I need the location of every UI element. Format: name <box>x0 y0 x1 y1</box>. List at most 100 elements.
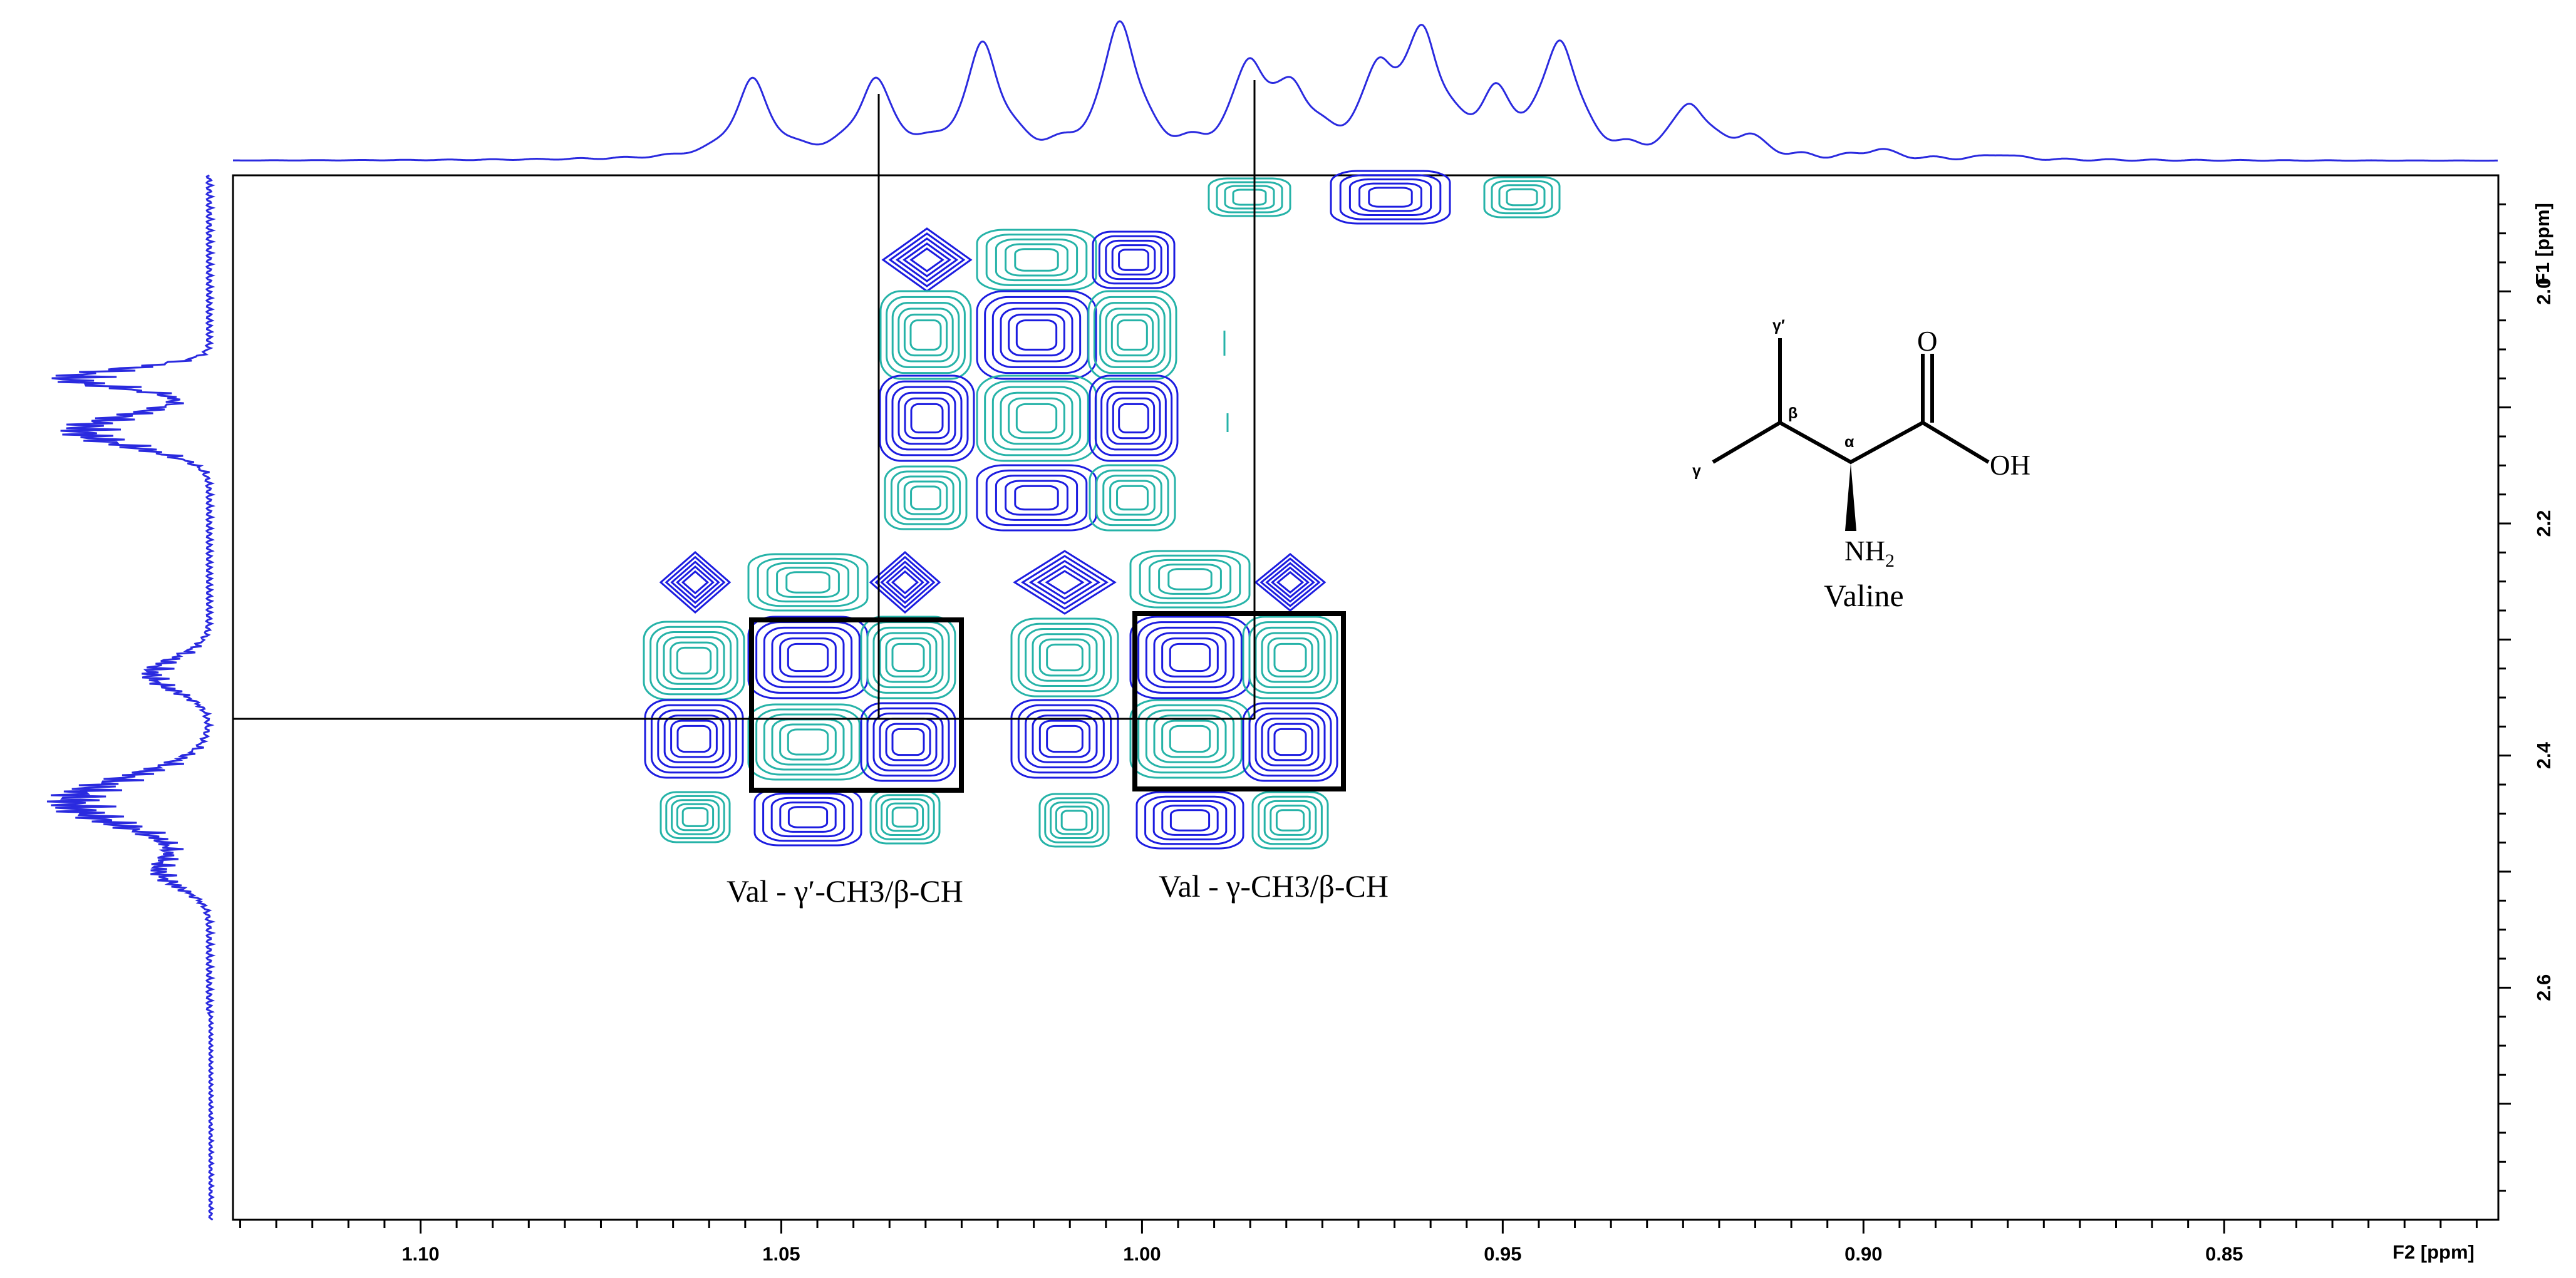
contour-ring <box>886 565 924 599</box>
contour-ring <box>872 713 944 771</box>
contour-ring <box>1025 628 1105 687</box>
contour-ring <box>1242 702 1338 782</box>
contour-ring <box>1109 480 1156 516</box>
contour-ring <box>1118 403 1149 434</box>
label-amine: NH2 <box>1844 535 1895 571</box>
contour-ring <box>1491 180 1553 215</box>
contour-ring <box>1010 617 1119 698</box>
contour-ring <box>644 699 744 779</box>
contour-ring <box>1110 313 1154 357</box>
contour-ring <box>1267 637 1313 678</box>
contour-ring <box>1153 714 1227 763</box>
valine-bonds <box>1712 338 1990 465</box>
contour-ring <box>891 642 925 672</box>
contour-ring <box>1005 480 1068 516</box>
contour-ring <box>1025 709 1105 768</box>
molecule-name: Valine <box>1824 578 1904 613</box>
label-gamma: γ <box>1692 462 1701 480</box>
contour-ring <box>880 560 930 604</box>
contour-ring <box>1111 244 1156 276</box>
contour-ring <box>1169 724 1211 753</box>
contour-ring <box>1358 182 1422 212</box>
contour-ring <box>891 728 925 756</box>
contour-ring <box>1153 632 1227 683</box>
contour-ring <box>1045 570 1085 595</box>
contour-ring <box>1208 177 1291 217</box>
contour-ring <box>1032 633 1098 682</box>
contour-ring <box>976 229 1097 291</box>
annotation-gamma-prime: Val - γ′-CH3/β-CH <box>727 873 963 909</box>
label-hydroxyl: OH <box>1990 450 2030 481</box>
contour-ring <box>1106 391 1161 445</box>
contour-ring <box>1118 249 1149 271</box>
contour-ring <box>766 562 850 603</box>
contour-ring <box>779 637 837 678</box>
contour-ring <box>1038 638 1091 677</box>
y-tick-label: 2.2 <box>2533 510 2555 537</box>
contour-ring <box>903 480 948 515</box>
contour-ring <box>879 374 975 462</box>
contour-ring <box>779 723 837 761</box>
contour-ring <box>1089 464 1176 532</box>
contour-ring <box>1145 709 1235 768</box>
contour-ring <box>671 799 720 835</box>
contour-ring <box>1087 290 1177 380</box>
y-tick-label: 2.4 <box>2533 741 2555 769</box>
contour-ring <box>659 551 732 614</box>
contour-ring <box>676 803 715 832</box>
contour-ring <box>1020 555 1109 610</box>
label-beta: β <box>1788 405 1798 422</box>
contour-ring <box>676 724 711 753</box>
contour-ring <box>1055 805 1094 835</box>
contour-ring <box>1099 302 1166 368</box>
contour-ring <box>1129 616 1251 699</box>
x-tick-label: 0.90 <box>1844 1243 1882 1265</box>
contour-ring <box>1144 795 1236 845</box>
annotation-gamma: Val - γ-CH3/β-CH <box>1159 868 1389 904</box>
contour-ring <box>670 719 718 758</box>
contour-ring <box>879 290 972 380</box>
contour-ring <box>787 728 829 756</box>
contour-ring <box>1094 380 1173 456</box>
contour-ring <box>681 807 709 827</box>
contour-ring <box>910 485 941 510</box>
contour-ring <box>1116 485 1149 511</box>
contour-ring <box>885 637 931 678</box>
f2-projection-trace <box>233 20 2498 162</box>
contour-ring <box>656 631 732 690</box>
contour-ring <box>1169 642 1211 672</box>
contour-ring <box>1044 797 1104 843</box>
contour-ring <box>891 806 919 828</box>
contour-ring <box>1248 707 1332 777</box>
contour-ring <box>785 571 830 594</box>
contour-ring <box>910 403 944 434</box>
contour-ring <box>1254 553 1327 612</box>
contour-ring <box>1015 319 1058 351</box>
contour-ring <box>1248 621 1332 694</box>
contour-ring <box>909 319 942 351</box>
contour-ring <box>976 374 1097 462</box>
contour-ring <box>1339 174 1442 220</box>
contour-ring <box>1137 704 1243 774</box>
contour-ring <box>1254 626 1326 689</box>
contour-ring <box>1014 485 1059 511</box>
contour-ring <box>890 470 961 525</box>
contour-ring <box>881 227 973 292</box>
contour-ring <box>872 626 944 689</box>
contour-ring <box>650 704 738 774</box>
plot-frame <box>232 174 2500 1221</box>
y-axis-ticks: 2.0 2.2 2.4 2.6 <box>2498 203 2555 1192</box>
contour-ring <box>1242 616 1338 699</box>
contour-ring <box>771 718 845 766</box>
contour-ring <box>747 616 869 699</box>
contour-ring <box>1270 805 1311 836</box>
contour-ring <box>891 570 919 595</box>
highlight-box-gamma-prime <box>749 617 964 793</box>
contour-ring <box>1251 791 1329 850</box>
contour-ring <box>1158 564 1222 595</box>
contour-ring <box>1098 235 1169 285</box>
contour-ring <box>903 313 948 357</box>
contour-ring <box>757 557 859 607</box>
contour-ring <box>1271 566 1310 599</box>
